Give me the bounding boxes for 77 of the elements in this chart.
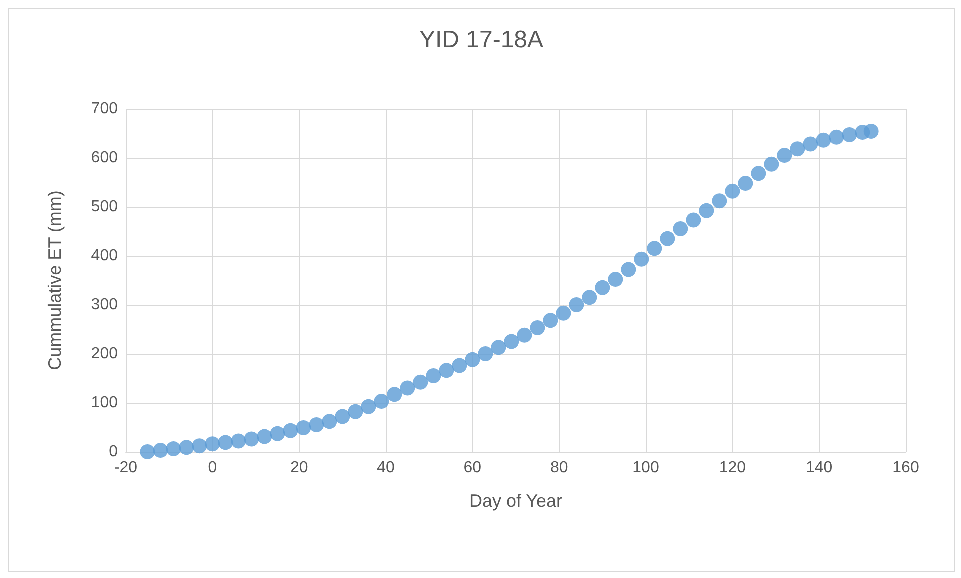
point: [348, 404, 364, 420]
point: [816, 132, 832, 148]
point: [218, 435, 234, 450]
point: [192, 438, 208, 454]
point: [842, 127, 858, 142]
point: [621, 262, 636, 278]
point: [608, 272, 624, 288]
x-tick-label: 20: [290, 460, 308, 476]
point: [439, 363, 454, 378]
point: [309, 418, 324, 433]
x-tick-label: 140: [806, 460, 833, 476]
point: [530, 320, 546, 336]
x-axis-title: Day of Year: [469, 491, 563, 511]
point: [452, 358, 468, 374]
point: [569, 298, 584, 312]
point: [790, 142, 806, 157]
y-tick-label: 100: [91, 394, 118, 412]
x-tick-label: -20: [114, 460, 138, 476]
y-tick-label: 200: [91, 346, 118, 362]
point: [829, 130, 844, 145]
point: [764, 156, 780, 172]
point: [803, 136, 818, 152]
x-tick-label: 100: [632, 460, 660, 476]
point: [361, 399, 376, 414]
point: [270, 426, 286, 442]
point: [374, 394, 390, 410]
point: [738, 176, 754, 191]
point: [296, 420, 312, 436]
point: [686, 212, 702, 228]
point: [205, 436, 220, 452]
y-tick-label: 400: [91, 248, 118, 264]
point: [699, 203, 714, 218]
point: [491, 340, 506, 356]
y-tick-label: 0: [109, 444, 118, 460]
point: [712, 194, 728, 209]
point: [725, 184, 740, 199]
y-tick-label: 600: [91, 150, 118, 166]
x-tick-label: 60: [464, 460, 482, 476]
x-tick-label: 40: [377, 460, 395, 476]
point: [257, 429, 272, 444]
point: [153, 443, 168, 458]
point: [283, 423, 298, 438]
point: [179, 440, 194, 456]
point: [660, 231, 676, 246]
point: [864, 124, 879, 140]
point: [673, 222, 688, 237]
point: [595, 280, 610, 296]
point: [543, 313, 558, 328]
point: [322, 414, 338, 430]
point: [244, 432, 260, 447]
point: [335, 409, 350, 424]
x-tick-label: 160: [892, 460, 920, 476]
chart-title: YID 17-18A: [419, 26, 544, 54]
point: [517, 328, 532, 343]
point: [413, 374, 428, 390]
point: [400, 380, 416, 396]
point: [751, 166, 766, 182]
y-tick-label: 700: [91, 100, 118, 118]
point: [504, 334, 520, 350]
point: [465, 352, 480, 368]
point: [582, 290, 598, 306]
point: [647, 241, 662, 256]
y-axis-title: Cummulative ET (mm): [45, 190, 65, 370]
point: [426, 368, 442, 384]
point: [478, 346, 494, 362]
y-tick-label: 300: [91, 296, 118, 314]
x-tick-label: 80: [550, 460, 568, 476]
point: [556, 306, 572, 321]
point: [140, 444, 156, 460]
y-tick-label: 500: [91, 198, 118, 216]
point: [634, 252, 650, 267]
point: [231, 434, 246, 449]
x-tick-label: 120: [719, 460, 746, 476]
point: [777, 148, 792, 164]
x-tick-label: 0: [208, 460, 218, 476]
point: [387, 387, 402, 402]
point: [166, 442, 182, 457]
